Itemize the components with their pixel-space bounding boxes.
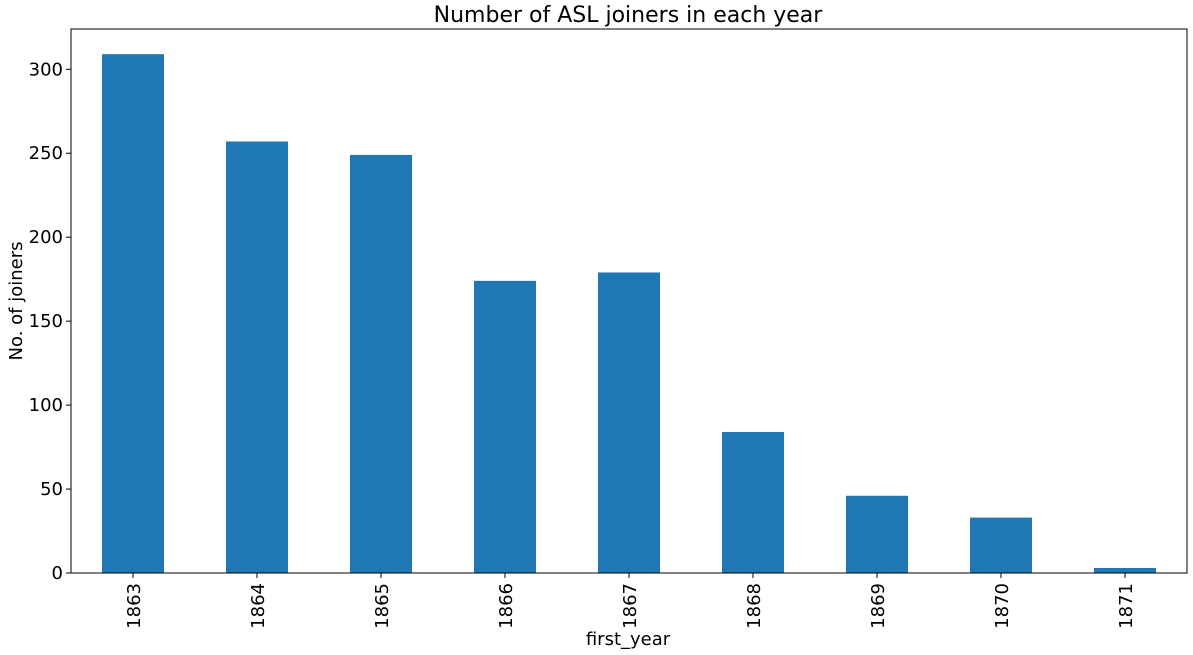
- bar-1871: [1094, 567, 1156, 573]
- bar-1869: [846, 495, 908, 573]
- y-tick-label-50: 50: [40, 479, 63, 500]
- bar-1863: [102, 54, 164, 573]
- bar-1870: [970, 517, 1032, 573]
- x-tick-label-1868: 1868: [744, 583, 765, 629]
- bar-1866: [474, 280, 536, 573]
- x-tick-label-1863: 1863: [124, 583, 145, 629]
- y-tick-label-150: 150: [29, 311, 63, 332]
- x-tick-label-1871: 1871: [1116, 583, 1137, 629]
- chart-title: Number of ASL joiners in each year: [434, 3, 824, 28]
- x-tick-label-1870: 1870: [992, 583, 1013, 629]
- x-tick-label-1866: 1866: [496, 583, 517, 629]
- bar-1868: [722, 431, 784, 573]
- x-tick-label-1864: 1864: [248, 583, 269, 629]
- y-tick-label-0: 0: [52, 563, 63, 584]
- bar-1865: [350, 154, 412, 573]
- x-tick-label-1867: 1867: [620, 583, 641, 629]
- x-axis-label: first_year: [586, 629, 671, 650]
- x-tick-label-1869: 1869: [868, 583, 889, 629]
- y-tick-label-100: 100: [29, 395, 63, 416]
- x-tick-label-1865: 1865: [372, 583, 393, 629]
- y-tick-label-300: 300: [29, 59, 63, 80]
- y-axis-label: No. of joiners: [6, 242, 27, 361]
- plot-area: 0 50 100 150 200 250 300 1863 1864 1865 1866 1867 18…: [29, 28, 1188, 629]
- bar-1864: [226, 141, 288, 574]
- y-tick-label-200: 200: [29, 227, 63, 248]
- bar-1867: [598, 272, 660, 573]
- y-tick-label-250: 250: [29, 143, 63, 164]
